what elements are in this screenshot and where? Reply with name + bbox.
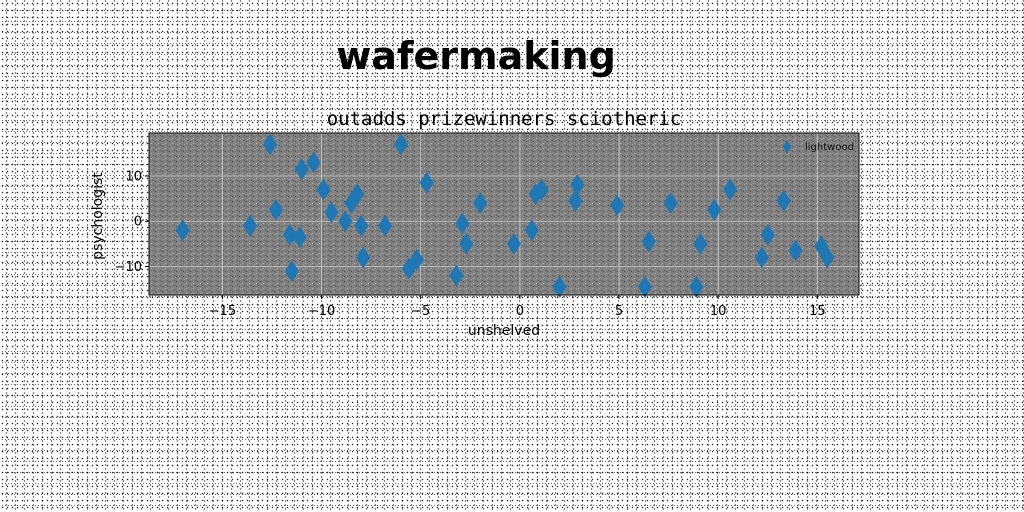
data-point [306, 151, 321, 174]
data-point [723, 178, 738, 201]
data-point [356, 246, 371, 269]
data-point [393, 133, 408, 156]
y-tick-label: 10 [125, 169, 142, 184]
data-point [294, 158, 309, 181]
x-tick-label: −15 [209, 304, 236, 319]
data-point [350, 183, 365, 206]
data-point [552, 275, 567, 298]
data-point [663, 192, 678, 215]
data-point [610, 194, 625, 217]
data-point [419, 171, 434, 194]
legend: lightwood [783, 140, 854, 154]
data-point [449, 264, 464, 287]
x-tick-label: 10 [710, 304, 727, 319]
y-axis-label: psychologist [90, 172, 106, 260]
data-point [338, 210, 353, 233]
data-point [637, 275, 652, 298]
legend-marker [783, 140, 791, 154]
data-point [378, 214, 393, 237]
data-point [788, 239, 803, 262]
data-point [243, 214, 258, 237]
x-tick-label: −5 [411, 304, 430, 319]
data-point [760, 223, 775, 246]
plot-texture [149, 133, 859, 295]
data-point [534, 178, 549, 201]
data-point [175, 219, 190, 242]
x-tick-label: 15 [809, 304, 826, 319]
data-point [409, 248, 424, 271]
data-point [316, 178, 331, 201]
data-point [568, 189, 583, 212]
data-point [354, 214, 369, 237]
data-point [707, 198, 722, 221]
data-point [324, 201, 339, 224]
plot-frame [148, 132, 860, 296]
data-point [292, 226, 307, 249]
ticks-layer: −15 −10 −5 0 5 10 15 −10 0 10 [115, 169, 826, 319]
legend-label: lightwood [805, 142, 854, 153]
data-point [506, 232, 521, 255]
data-point [459, 232, 474, 255]
data-point [284, 260, 299, 283]
y-tick-label: 0 [134, 215, 142, 230]
grid-layer [149, 133, 859, 295]
page-title: wafermaking [336, 34, 616, 78]
y-tick-label: −10 [115, 260, 142, 275]
x-tick-label: 0 [516, 304, 524, 319]
points-layer [175, 133, 835, 298]
data-point [473, 192, 488, 215]
x-axis-label: unshelved [468, 323, 540, 339]
data-point [693, 232, 708, 255]
data-point [268, 198, 283, 221]
data-point [820, 246, 835, 269]
data-point [641, 230, 656, 253]
data-point [754, 246, 769, 269]
x-tick-label: 5 [615, 304, 623, 319]
data-point [455, 212, 470, 235]
data-point [524, 219, 539, 242]
data-point [689, 275, 704, 298]
chart-title: outadds prizewinners sciotheric [327, 108, 682, 130]
data-point [570, 174, 585, 197]
data-point [262, 133, 277, 156]
data-point [776, 189, 791, 212]
x-tick-label: −10 [308, 304, 335, 319]
data-point [282, 223, 297, 246]
